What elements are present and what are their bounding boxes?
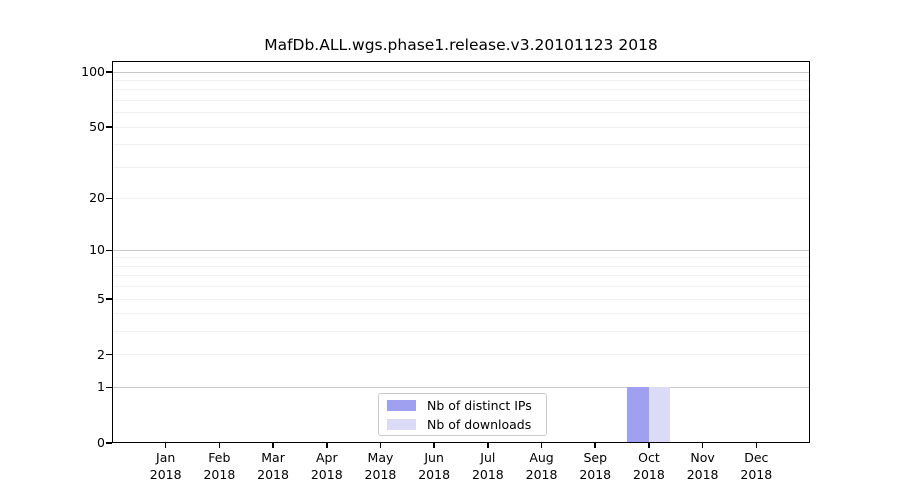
y-tick-mark xyxy=(106,71,112,73)
bar xyxy=(648,387,671,443)
y-gridline-minor xyxy=(112,112,810,114)
x-tick-year: 2018 xyxy=(525,466,558,482)
y-tick-mark xyxy=(106,353,112,356)
legend-label-distinct-ips: Nb of distinct IPs xyxy=(427,397,532,413)
y-gridline-minor xyxy=(112,275,810,277)
x-tick-year: 2018 xyxy=(203,466,236,482)
x-tick-month: Jul xyxy=(480,450,496,465)
y-gridline-minor xyxy=(112,144,810,146)
y-tick-label: 0 xyxy=(97,435,105,450)
x-tick-mark xyxy=(648,443,650,448)
x-tick-mark xyxy=(272,443,274,448)
x-tick-mark xyxy=(594,443,596,448)
x-tick-label: Mar 2018 xyxy=(243,450,303,483)
x-tick-year: 2018 xyxy=(257,466,289,482)
x-tick-label: Dec 2018 xyxy=(726,450,786,483)
x-tick-month: Feb xyxy=(208,450,231,465)
x-tick-mark xyxy=(433,443,435,448)
y-gridline-minor xyxy=(112,126,810,128)
y-gridline-minor xyxy=(112,197,810,199)
x-tick-year: 2018 xyxy=(149,466,182,482)
x-tick-year: 2018 xyxy=(418,466,451,482)
y-tick-mark xyxy=(106,442,112,444)
x-tick-label: Nov 2018 xyxy=(673,450,733,483)
x-tick-label: Aug 2018 xyxy=(512,450,572,483)
y-gridline-minor xyxy=(112,166,810,168)
x-tick-mark xyxy=(218,443,221,448)
x-tick-month: Sep xyxy=(583,450,607,465)
x-tick-label: Apr 2018 xyxy=(297,450,357,483)
y-tick-label: 5 xyxy=(97,291,105,306)
chart-title: MafDb.ALL.wgs.phase1.release.v3.20101123… xyxy=(264,36,658,54)
x-tick-month: Nov xyxy=(690,450,715,465)
x-tick-mark xyxy=(540,443,543,448)
legend-swatch-distinct-ips xyxy=(387,399,416,411)
y-tick-label: 1 xyxy=(97,379,105,395)
x-tick-label: Sep 2018 xyxy=(565,450,625,483)
x-tick-mark xyxy=(326,443,328,448)
y-gridline-minor xyxy=(112,331,810,333)
plot-border xyxy=(112,61,810,443)
x-tick-month: Mar xyxy=(261,450,285,465)
x-tick-month: Apr xyxy=(315,450,338,465)
x-tick-mark xyxy=(487,443,489,448)
x-tick-year: 2018 xyxy=(471,466,504,482)
x-tick-mark xyxy=(379,443,382,448)
x-tick-label: Jan 2018 xyxy=(136,450,196,483)
x-tick-label: Feb 2018 xyxy=(189,450,249,483)
x-tick-month: May xyxy=(367,450,394,465)
x-tick-year: 2018 xyxy=(364,466,397,482)
y-tick-label: 2 xyxy=(97,346,105,362)
y-gridline-minor xyxy=(112,313,810,315)
y-gridline-minor xyxy=(112,89,810,91)
y-tick-mark xyxy=(106,197,112,200)
y-tick-label: 50 xyxy=(89,119,105,135)
y-gridline-minor xyxy=(112,298,810,300)
y-gridline-major xyxy=(112,71,810,73)
x-tick-month: Jun xyxy=(424,450,444,465)
y-gridline-major xyxy=(112,249,810,251)
x-tick-year: 2018 xyxy=(579,466,612,482)
x-tick-mark xyxy=(701,443,704,448)
bar xyxy=(627,387,649,443)
x-tick-month: Jan xyxy=(156,450,176,465)
x-tick-year: 2018 xyxy=(686,466,719,482)
x-tick-year: 2018 xyxy=(310,466,343,482)
legend-swatch-downloads xyxy=(387,418,416,430)
legend: Nb of distinct IPs Nb of downloads xyxy=(378,393,547,436)
legend-item-downloads: Nb of downloads xyxy=(379,416,546,433)
y-tick-mark xyxy=(106,386,112,389)
x-tick-month: Dec xyxy=(744,450,769,465)
x-tick-mark xyxy=(755,443,758,448)
x-tick-label: Oct 2018 xyxy=(619,450,679,483)
x-tick-mark xyxy=(164,443,167,448)
y-gridline-minor xyxy=(112,80,810,81)
y-tick-label: 100 xyxy=(81,64,105,80)
x-tick-label: Jun 2018 xyxy=(404,450,464,483)
x-tick-year: 2018 xyxy=(740,466,773,482)
x-tick-year: 2018 xyxy=(633,466,665,482)
y-tick-mark xyxy=(106,126,112,128)
y-gridline-minor xyxy=(112,257,810,259)
y-gridline-minor xyxy=(112,286,810,288)
x-tick-label: Jul 2018 xyxy=(458,450,518,483)
y-tick-label: 20 xyxy=(89,190,105,206)
x-tick-month: Aug xyxy=(529,450,554,465)
y-gridline-minor xyxy=(112,265,810,267)
y-tick-mark xyxy=(106,298,112,300)
x-tick-label: May 2018 xyxy=(350,450,410,483)
legend-label-downloads: Nb of downloads xyxy=(427,416,532,432)
y-tick-mark xyxy=(106,249,112,252)
y-gridline-minor xyxy=(112,99,810,101)
y-tick-label: 10 xyxy=(89,242,105,258)
y-gridline-major xyxy=(112,386,810,388)
y-gridline-minor xyxy=(112,354,810,356)
x-tick-month: Oct xyxy=(638,450,660,465)
legend-item-distinct-ips: Nb of distinct IPs xyxy=(379,397,546,414)
